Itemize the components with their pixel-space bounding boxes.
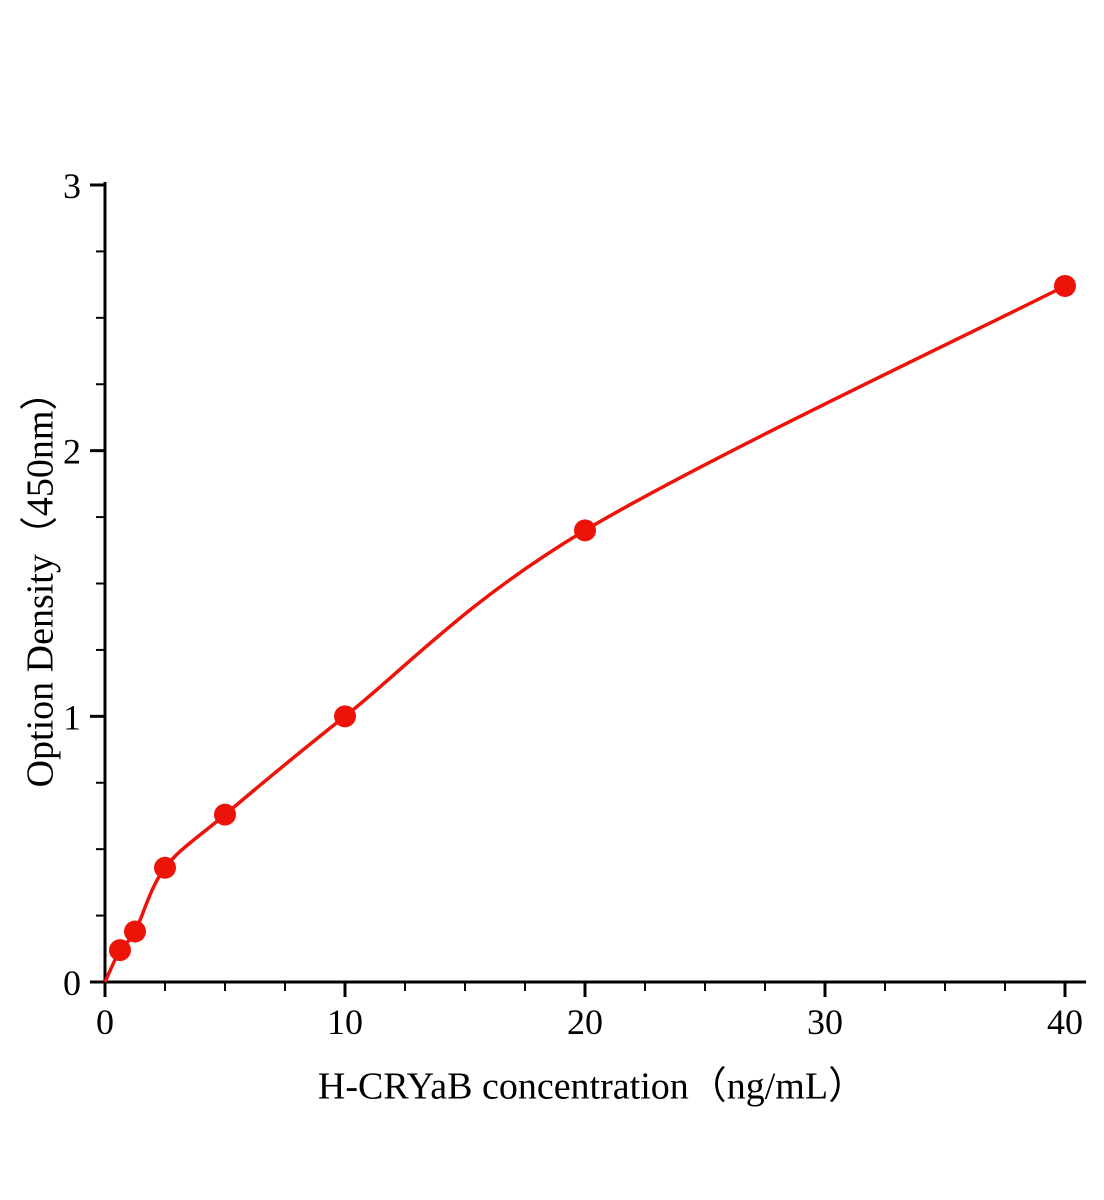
fit-curve bbox=[103, 284, 1066, 983]
data-point bbox=[574, 519, 596, 542]
x-tick-label: 10 bbox=[327, 1002, 363, 1042]
y-tick-label: 3 bbox=[63, 166, 81, 206]
data-point bbox=[109, 939, 131, 962]
data-point bbox=[334, 705, 356, 728]
x-tick-label: 0 bbox=[96, 1002, 114, 1042]
x-tick-label: 30 bbox=[807, 1002, 843, 1042]
x-axis-title: H-CRYaB concentration（ng/mL） bbox=[317, 1065, 867, 1108]
y-tick-label: 1 bbox=[63, 697, 81, 737]
data-point bbox=[124, 920, 146, 943]
data-point bbox=[1054, 274, 1076, 297]
y-axis-title: Option Density（450nm） bbox=[19, 372, 62, 788]
y-tick-label: 0 bbox=[63, 963, 81, 1003]
data-point bbox=[214, 803, 236, 826]
data-point bbox=[154, 856, 176, 879]
x-tick-label: 20 bbox=[567, 1002, 603, 1042]
x-tick-label: 40 bbox=[1047, 1002, 1083, 1042]
y-tick-label: 2 bbox=[63, 432, 81, 472]
